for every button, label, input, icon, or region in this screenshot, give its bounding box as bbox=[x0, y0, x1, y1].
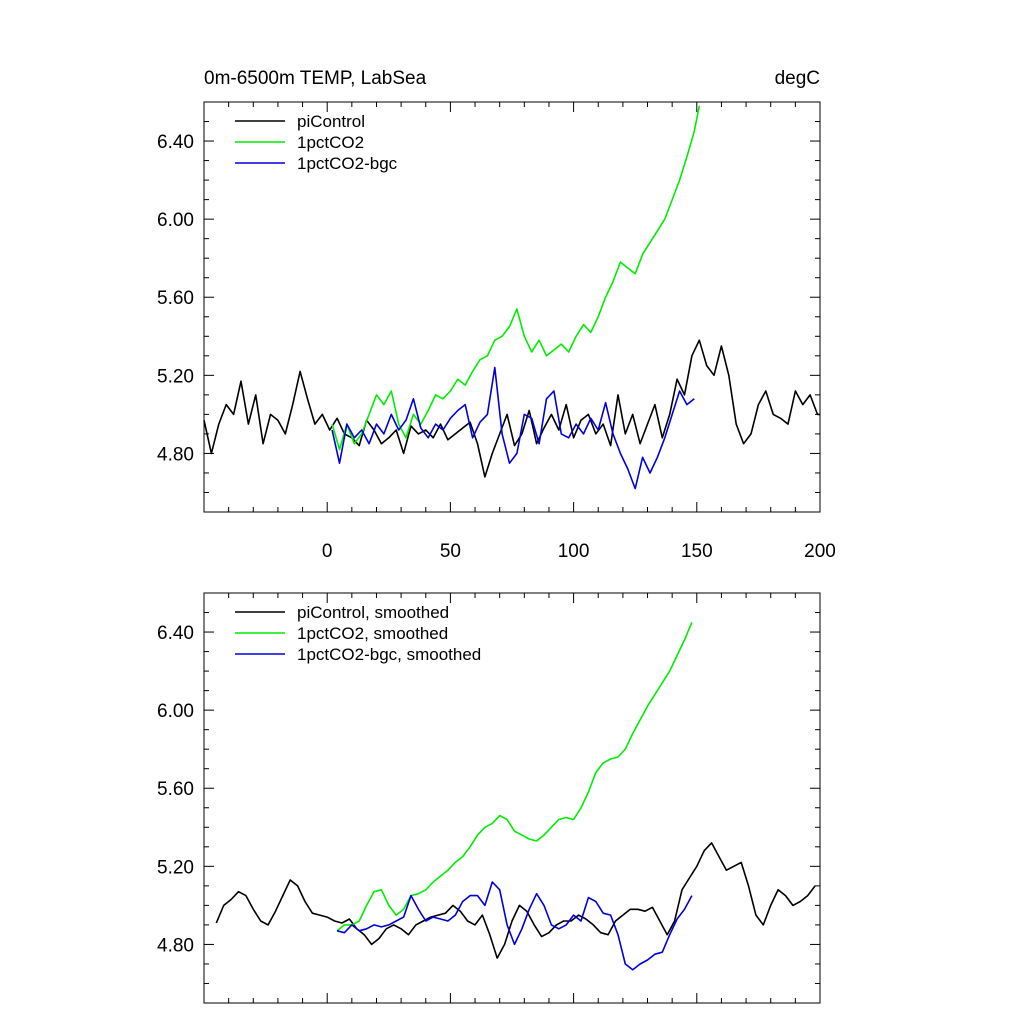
tick-marks bbox=[204, 592, 821, 1003]
legend-label: 1pctCO2 bbox=[297, 133, 364, 152]
series-line-1pctco2-bgc bbox=[331, 366, 695, 490]
x-tick-label: 200 bbox=[804, 541, 836, 562]
legend: piControl, smoothed 1pctCO2, smoothed 1p… bbox=[235, 603, 481, 664]
y-tick-label: 5.60 bbox=[157, 288, 194, 309]
series-line-picontrol-smoothed bbox=[215, 842, 816, 959]
x-tick-label: 0 bbox=[322, 541, 333, 562]
y-tick-label: 4.80 bbox=[157, 935, 194, 956]
legend: piControl 1pctCO2 1pctCO2-bgc bbox=[235, 112, 398, 173]
x-tick-label: 50 bbox=[440, 541, 461, 562]
legend-label: 1pctCO2, smoothed bbox=[297, 624, 448, 643]
y-tick-label: 5.20 bbox=[157, 366, 194, 387]
bottom-panel: 4.80 5.20 5.60 6.00 6.40 piControl, smoo… bbox=[157, 592, 821, 1004]
legend-label: piControl bbox=[297, 112, 365, 131]
tick-marks bbox=[204, 101, 821, 512]
y-tick-label: 6.00 bbox=[157, 701, 194, 722]
y-tick-label: 6.40 bbox=[157, 623, 194, 644]
top-panel: 0m-6500m TEMP, LabSea degC 4.80 5.20 5.6… bbox=[157, 68, 836, 562]
y-tick-label: 6.00 bbox=[157, 210, 194, 231]
y-tick-label: 6.40 bbox=[157, 132, 194, 153]
series-line-1pctco2-bgc-smoothed bbox=[336, 881, 693, 971]
series-line-1pctco2 bbox=[331, 105, 701, 451]
x-axis-tick-labels: 0 50 100 150 200 bbox=[322, 541, 836, 562]
series-group bbox=[203, 105, 820, 490]
chart-title: 0m-6500m TEMP, LabSea bbox=[204, 68, 427, 89]
plot-frame bbox=[203, 592, 821, 1004]
series-line-1pctco2-smoothed bbox=[336, 621, 693, 932]
legend-label: 1pctCO2-bgc bbox=[297, 154, 398, 173]
y-tick-label: 5.60 bbox=[157, 779, 194, 800]
x-tick-label: 150 bbox=[681, 541, 713, 562]
y-tick-label: 5.20 bbox=[157, 857, 194, 878]
legend-label: piControl, smoothed bbox=[297, 603, 449, 622]
y-axis-tick-labels: 4.80 5.20 5.60 6.00 6.40 bbox=[157, 132, 194, 465]
x-tick-label: 100 bbox=[558, 541, 590, 562]
series-group bbox=[215, 621, 816, 971]
plot-frame bbox=[203, 101, 821, 513]
legend-label: 1pctCO2-bgc, smoothed bbox=[297, 645, 481, 664]
units-label: degC bbox=[775, 68, 820, 89]
y-tick-label: 4.80 bbox=[157, 444, 194, 465]
series-line-picontrol bbox=[203, 339, 820, 478]
y-axis-tick-labels: 4.80 5.20 5.60 6.00 6.40 bbox=[157, 623, 194, 956]
